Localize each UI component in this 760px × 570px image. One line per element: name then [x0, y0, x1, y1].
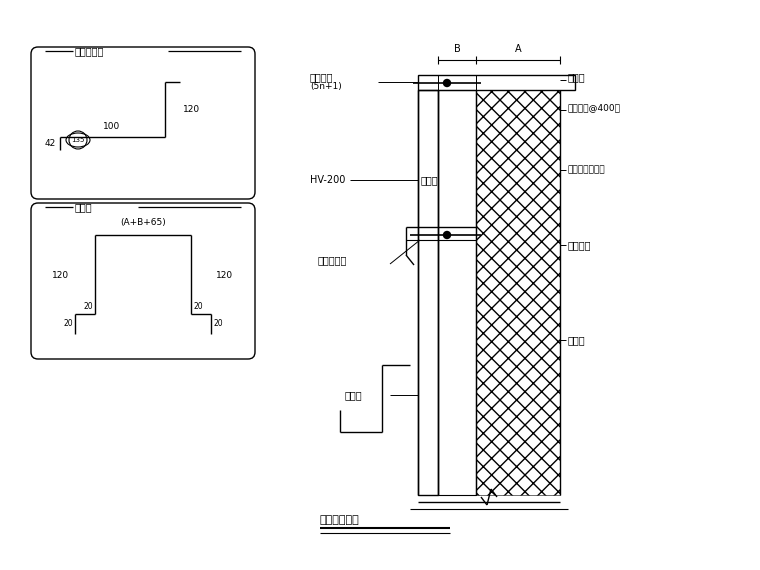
Text: 聚苯乙烯屋面板: 聚苯乙烯屋面板 — [568, 165, 606, 174]
Text: 钢天沟: 钢天沟 — [345, 390, 363, 400]
Text: HV-200: HV-200 — [310, 175, 345, 185]
Text: 包角板: 包角板 — [75, 202, 93, 212]
Bar — [418, 90, 438, 495]
Text: A: A — [515, 44, 521, 54]
Bar — [476, 90, 560, 495]
Circle shape — [444, 231, 451, 238]
Text: 20: 20 — [84, 302, 93, 311]
Text: 挡钢钉（@400）: 挡钢钉（@400） — [568, 104, 621, 112]
Text: 120: 120 — [183, 105, 200, 115]
Text: 20: 20 — [213, 320, 223, 328]
Text: B: B — [454, 44, 461, 54]
Text: 42: 42 — [45, 139, 56, 148]
FancyBboxPatch shape — [31, 47, 255, 199]
Text: 山墙节点详图: 山墙节点详图 — [320, 515, 359, 525]
Text: 山墙泛水板: 山墙泛水板 — [75, 46, 104, 56]
Text: 山墙柱: 山墙柱 — [568, 335, 586, 345]
Bar — [438, 90, 476, 495]
Text: (5n+1): (5n+1) — [310, 82, 342, 91]
Text: 20: 20 — [193, 302, 203, 311]
Text: 山墙泛水板: 山墙泛水板 — [318, 255, 347, 265]
Text: 100: 100 — [103, 122, 121, 131]
Text: (A+B+65): (A+B+65) — [120, 218, 166, 227]
Text: 折边角钢: 折边角钢 — [568, 240, 591, 250]
Text: 内墙板: 内墙板 — [421, 175, 439, 185]
Text: 135: 135 — [71, 137, 84, 143]
Circle shape — [444, 79, 451, 87]
FancyBboxPatch shape — [31, 203, 255, 359]
Bar — [418, 75, 575, 90]
Text: 120: 120 — [52, 271, 70, 279]
Text: 自攻螺钉: 自攻螺钉 — [310, 72, 334, 82]
Text: 包角板: 包角板 — [568, 72, 586, 82]
Text: 20: 20 — [63, 320, 73, 328]
Text: 120: 120 — [217, 271, 233, 279]
